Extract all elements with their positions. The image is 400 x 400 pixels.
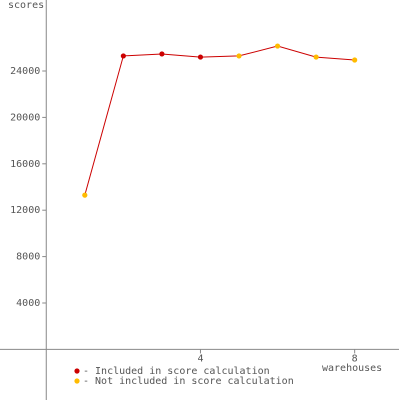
point [197, 54, 204, 60]
point [313, 54, 319, 60]
point [236, 53, 242, 59]
legend-marker [74, 378, 80, 384]
legend-label: - Not included in score calculation [83, 376, 294, 387]
point [82, 192, 88, 198]
legend-label: - Included in score calculation [83, 366, 270, 377]
point [352, 57, 358, 63]
y-tick-label: 16000 [10, 159, 40, 170]
legend-marker [74, 368, 80, 374]
point [159, 51, 165, 57]
point [274, 43, 281, 49]
y-tick-label: 12000 [10, 205, 40, 216]
line [84, 45, 355, 196]
y-tick-label: 4000 [16, 298, 40, 309]
y-tick-label: 24000 [10, 66, 40, 77]
x-axis-label: warehouses [322, 363, 382, 374]
point [120, 53, 126, 59]
y-tick-label: 8000 [16, 252, 40, 263]
y-axis-label: scores [8, 0, 44, 11]
y-tick-label: 20000 [10, 112, 40, 123]
x-tick-label: 8 [352, 353, 358, 364]
x-tick-label: 4 [197, 353, 203, 364]
